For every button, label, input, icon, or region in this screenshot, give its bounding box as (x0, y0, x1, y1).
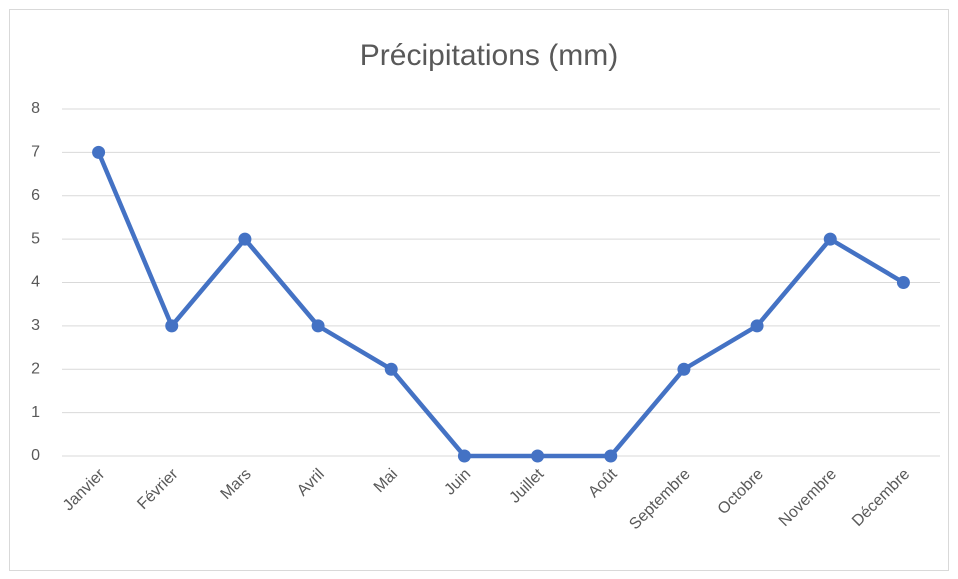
y-tick-label: 5 (31, 230, 40, 247)
y-tick-label: 2 (31, 360, 40, 377)
data-point (457, 449, 471, 463)
data-point (896, 276, 910, 289)
y-tick-label: 4 (31, 274, 40, 291)
y-tick-label: 7 (31, 144, 40, 161)
data-point (384, 362, 398, 376)
y-tick-label: 6 (31, 187, 40, 204)
data-point (531, 449, 545, 463)
data-point (92, 145, 106, 159)
data-point (311, 319, 325, 333)
data-point (604, 449, 618, 463)
data-point (823, 232, 837, 246)
data-point (238, 232, 252, 246)
data-point (750, 319, 764, 333)
data-line (96, 151, 905, 459)
y-tick-label: 8 (31, 100, 40, 117)
y-tick-label: 1 (31, 404, 40, 421)
chart-border (9, 9, 949, 571)
chart-title: Précipitations (mm) (360, 39, 618, 72)
data-point (677, 362, 691, 376)
y-tick-label: 3 (31, 317, 40, 334)
y-tick-label: 0 (31, 447, 40, 464)
data-point (165, 319, 179, 333)
